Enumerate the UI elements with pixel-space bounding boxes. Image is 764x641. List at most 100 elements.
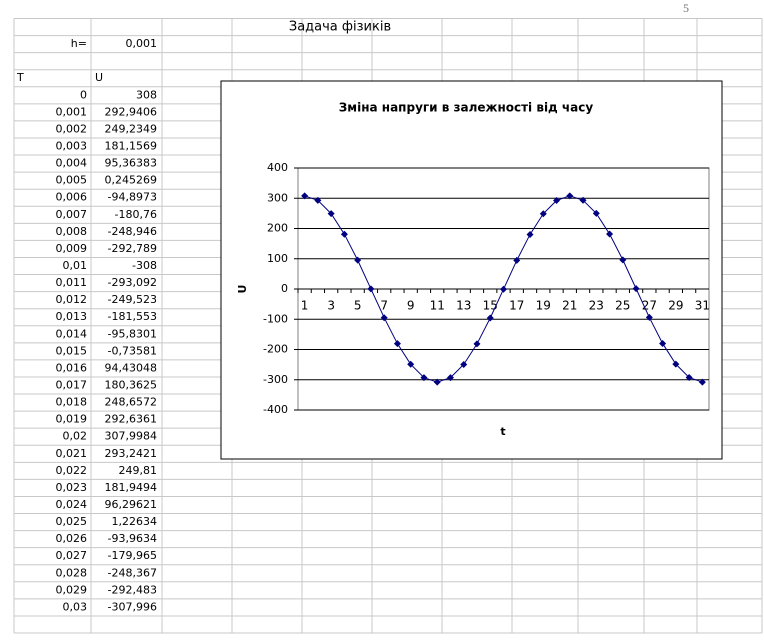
y-tick-label: 300	[267, 191, 288, 204]
cell-u: -181,553	[108, 310, 157, 323]
cell-u: 181,1569	[105, 140, 158, 153]
cell-t: 0,028	[56, 566, 88, 579]
x-tick-label: 1	[301, 299, 309, 313]
cell-u: 248,6572	[105, 396, 158, 409]
y-axis-label: U	[236, 285, 249, 294]
x-tick-label: 3	[327, 299, 335, 313]
x-tick-label: 17	[509, 299, 524, 313]
cell-u: 307,9984	[105, 430, 158, 443]
cell-u: 181,9494	[105, 481, 158, 494]
x-tick-label: 5	[354, 299, 362, 313]
h-value: 0,001	[126, 37, 158, 50]
cell-u: 1,22634	[112, 515, 158, 528]
x-tick-label: 19	[536, 299, 551, 313]
cell-t: 0,022	[56, 464, 88, 477]
data-point	[473, 340, 481, 348]
data-point	[606, 230, 614, 238]
data-point	[446, 374, 454, 382]
y-tick-label: 0	[281, 282, 288, 295]
data-point	[380, 314, 388, 322]
x-tick-label: 7	[380, 299, 388, 313]
sheet-title: Задача фізиків	[289, 20, 391, 35]
cell-t: 0,016	[56, 361, 88, 374]
data-point	[327, 210, 335, 218]
cell-u: 249,2349	[105, 122, 158, 135]
x-tick-label: 21	[562, 299, 577, 313]
h-label: h=	[71, 37, 87, 50]
cell-t: 0,027	[56, 549, 88, 562]
cell-u: -307,996	[108, 600, 157, 613]
cell-u: 94,43048	[105, 361, 158, 374]
data-point	[526, 230, 534, 238]
data-point	[354, 256, 362, 264]
y-tick-label: -300	[263, 373, 288, 386]
y-tick-label: -200	[263, 343, 288, 356]
cell-t: 0,001	[56, 105, 88, 118]
cell-t: 0,003	[56, 140, 88, 153]
x-tick-label: 11	[430, 299, 445, 313]
cell-t: 0,011	[56, 276, 88, 289]
y-tick-label: 200	[267, 222, 288, 235]
cell-u: -293,092	[108, 276, 157, 289]
data-point	[393, 340, 401, 348]
cell-u: 0,245269	[105, 174, 158, 187]
x-tick-label: 25	[615, 299, 630, 313]
data-point	[500, 285, 507, 293]
cell-t: 0,012	[56, 293, 88, 306]
cell-u: -180,76	[115, 208, 157, 221]
cell-t: 0,01	[63, 259, 88, 272]
data-point	[486, 314, 494, 322]
cell-u: -93,9634	[108, 532, 157, 545]
cell-u: 308	[136, 88, 157, 101]
data-point	[340, 230, 348, 238]
x-axis-label: t	[500, 425, 505, 438]
data-point	[407, 360, 415, 368]
cell-t: 0,024	[56, 498, 88, 511]
cell-u: 293,2421	[105, 447, 158, 460]
data-point	[672, 360, 680, 368]
column-header: T	[16, 71, 24, 84]
cell-u: 96,29621	[105, 498, 158, 511]
cell-u: -95,8301	[108, 327, 157, 340]
data-point	[619, 256, 627, 264]
data-point	[566, 192, 574, 200]
cell-t: 0,021	[56, 447, 88, 460]
cell-u: -308	[132, 259, 157, 272]
x-tick-label: 23	[589, 299, 604, 313]
cell-t: 0,004	[56, 157, 88, 170]
cell-u: -292,789	[108, 242, 157, 255]
y-tick-label: -100	[263, 312, 288, 325]
cell-t: 0,015	[56, 344, 88, 357]
data-point	[592, 209, 600, 217]
cell-t: 0,029	[56, 583, 88, 596]
cell-t: 0,005	[56, 174, 88, 187]
data-point	[539, 210, 547, 218]
data-point	[460, 360, 468, 368]
data-point	[685, 373, 693, 381]
cell-t: 0,019	[56, 413, 88, 426]
y-tick-label: -400	[263, 403, 288, 416]
data-point	[659, 339, 667, 347]
cell-u: -94,8973	[108, 191, 157, 204]
x-tick-label: 31	[695, 299, 710, 313]
cell-t: 0,018	[56, 396, 88, 409]
cell-t: 0,026	[56, 532, 88, 545]
cell-t: 0,002	[56, 122, 88, 135]
cell-t: 0,014	[56, 327, 88, 340]
cell-u: 95,36383	[105, 157, 158, 170]
cell-u: -248,946	[108, 225, 157, 238]
cell-t: 0,025	[56, 515, 88, 528]
column-header: U	[95, 71, 103, 84]
cell-u: -249,523	[108, 293, 157, 306]
page-number: 5	[683, 1, 689, 15]
cell-t: 0,02	[63, 430, 88, 443]
data-point	[513, 256, 521, 264]
cell-u: -179,965	[108, 549, 157, 562]
cell-t: 0	[80, 88, 87, 101]
cell-t: 0,009	[56, 242, 88, 255]
cell-t: 0,017	[56, 379, 88, 392]
cell-t: 0,007	[56, 208, 88, 221]
cell-u: 180,3625	[105, 379, 158, 392]
y-tick-label: 100	[267, 252, 288, 265]
